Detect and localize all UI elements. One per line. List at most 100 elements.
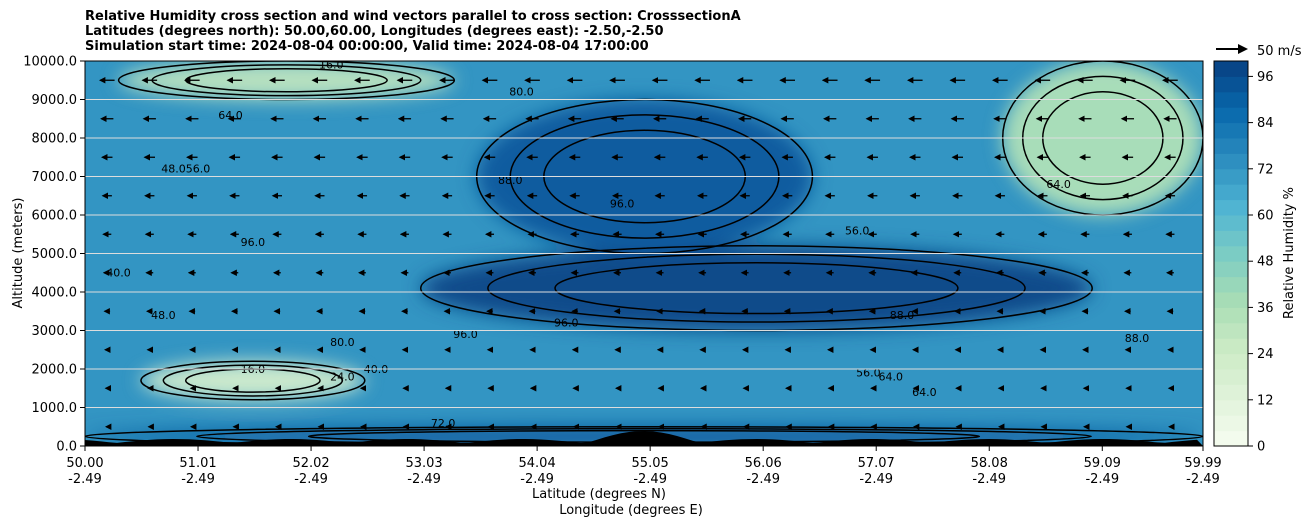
contour-line bbox=[554, 261, 959, 315]
x-tick-label-lon: -2.49 bbox=[181, 472, 215, 487]
plot-area: 16.064.080.048.056.088.096.096.040.048.0… bbox=[85, 51, 1203, 446]
contour-label: 56.0 bbox=[856, 367, 881, 380]
quiver-key-label: 50 m/s bbox=[1257, 44, 1302, 59]
y-tick-label: 5000.0 bbox=[32, 247, 78, 262]
contour-line bbox=[487, 253, 1026, 323]
y-tick-label: 10000.0 bbox=[23, 55, 77, 70]
y-tick-label: 9000.0 bbox=[32, 93, 78, 108]
colorbar-frame bbox=[1213, 60, 1249, 447]
x-tick-label-lon: -2.49 bbox=[1085, 472, 1119, 487]
colorbar-segment bbox=[1214, 430, 1248, 447]
contour-label: 56.0 bbox=[845, 224, 870, 237]
contour-line bbox=[140, 360, 366, 401]
chart-title-line-3: Simulation start time: 2024-08-04 00:00:… bbox=[85, 39, 649, 54]
colorbar-tick-label: 72 bbox=[1257, 162, 1274, 177]
colorbar-tick-label: 0 bbox=[1257, 440, 1265, 455]
contour-label: 88.0 bbox=[1125, 332, 1150, 345]
colorbar-segment bbox=[1214, 353, 1248, 370]
contour-label: 88.0 bbox=[498, 174, 523, 187]
y-tick-label: 8000.0 bbox=[32, 132, 78, 147]
x-tick-label-lon: -2.49 bbox=[68, 472, 102, 487]
humidity-region bbox=[140, 361, 365, 400]
colorbar: 0 12 24 36 48 60 72 84 96 Relative Humidity % bbox=[1213, 60, 1297, 455]
colorbar-label: Relative Humidity % bbox=[1282, 187, 1297, 319]
x-tick-label-lat: 56.06 bbox=[745, 456, 782, 471]
colorbar-segment bbox=[1214, 184, 1248, 201]
y-tick-label: 0.0 bbox=[56, 440, 77, 455]
colorbar-segment bbox=[1214, 153, 1248, 170]
contour-label: 48.0 bbox=[151, 309, 176, 322]
colorbar-segment bbox=[1214, 338, 1248, 355]
contour-label: 96.0 bbox=[554, 317, 579, 330]
contour-label: 96.0 bbox=[241, 236, 266, 249]
colorbar-segment bbox=[1214, 122, 1248, 139]
chart-title-line-1: Relative Humidity cross section and wind… bbox=[85, 9, 741, 24]
x-tick-label-lon: -2.49 bbox=[746, 472, 780, 487]
chart-title-line-2: Latitudes (degrees north): 50.00,60.00, … bbox=[85, 24, 664, 39]
y-tick-label: 1000.0 bbox=[32, 401, 78, 416]
colorbar-tick-label: 96 bbox=[1257, 70, 1274, 85]
wind-vectors bbox=[98, 77, 1178, 430]
colorbar-segment bbox=[1214, 276, 1248, 293]
colorbar-tick-label: 24 bbox=[1257, 347, 1274, 362]
colorbar-segment bbox=[1214, 245, 1248, 262]
terrain-silhouette bbox=[85, 431, 1203, 446]
contour-label: 64.0 bbox=[879, 371, 904, 384]
colorbar-segment bbox=[1214, 399, 1248, 416]
x-tick-label-lon: -2.49 bbox=[294, 472, 328, 487]
x-tick-label-lat: 52.02 bbox=[292, 456, 329, 471]
colorbar-segment bbox=[1214, 384, 1248, 401]
contour-label: 16.0 bbox=[319, 59, 344, 72]
contour-label: 96.0 bbox=[610, 197, 635, 210]
contour-label: 80.0 bbox=[509, 86, 534, 99]
x-tick-label-lon: -2.49 bbox=[1186, 472, 1220, 487]
x-tick-label-lat: 57.07 bbox=[858, 456, 895, 471]
colorbar-tick-label: 36 bbox=[1257, 301, 1274, 316]
x-axis: 50.00-2.4951.01-2.4952.02-2.4953.03-2.49… bbox=[66, 446, 1222, 487]
x-tick-label-lat: 59.09 bbox=[1084, 456, 1121, 471]
x-tick-label-lat: 54.04 bbox=[519, 456, 556, 471]
x-tick-label-lat: 51.01 bbox=[179, 456, 216, 471]
x-tick-label-lat: 53.03 bbox=[405, 456, 442, 471]
contour-label: 64.0 bbox=[699, 51, 724, 64]
x-tick-label-lat: 50.00 bbox=[66, 456, 103, 471]
colorbar-segment bbox=[1214, 138, 1248, 154]
x-tick-label-lat: 55.05 bbox=[632, 456, 669, 471]
colorbar-segment bbox=[1214, 107, 1248, 124]
colorbar-segment bbox=[1214, 168, 1248, 185]
contour-line bbox=[85, 426, 1203, 446]
horizontal-gridlines bbox=[85, 61, 1203, 446]
colorbar-segment bbox=[1214, 91, 1248, 108]
colorbar-segment bbox=[1214, 322, 1248, 339]
contour-label: 80.0 bbox=[330, 336, 355, 349]
colorbar-tick-label: 12 bbox=[1257, 393, 1274, 408]
y-tick-label: 7000.0 bbox=[32, 170, 78, 185]
contour-label: 88.0 bbox=[890, 309, 915, 322]
colorbar-segment bbox=[1214, 307, 1248, 324]
colorbar-segment bbox=[1214, 292, 1248, 308]
x-tick-label-lon: -2.49 bbox=[972, 472, 1006, 487]
y-axis-label: Altitude (meters) bbox=[11, 198, 26, 309]
y-tick-label: 6000.0 bbox=[32, 209, 78, 224]
contour-line bbox=[162, 364, 344, 397]
colorbar-segment bbox=[1214, 61, 1248, 77]
x-tick-label-lon: -2.49 bbox=[407, 472, 441, 487]
humidity-region bbox=[420, 245, 1093, 331]
y-tick-label: 3000.0 bbox=[32, 324, 78, 339]
colorbar-segment bbox=[1214, 199, 1248, 216]
x-tick-label-lat: 59.99 bbox=[1184, 456, 1221, 471]
colorbar-segment bbox=[1214, 369, 1248, 385]
x-tick-label-lat: 58.08 bbox=[971, 456, 1008, 471]
colorbar-segment bbox=[1214, 261, 1248, 278]
humidity-region bbox=[118, 61, 455, 100]
contour-label: 64.0 bbox=[1046, 178, 1071, 191]
contour-label: 24.0 bbox=[330, 371, 355, 384]
contour-label: 72.0 bbox=[431, 417, 456, 430]
colorbar-tick-label: 84 bbox=[1257, 116, 1274, 131]
contour-labels: 16.064.080.048.056.088.096.096.040.048.0… bbox=[106, 51, 1150, 430]
contour-label: 48.056.0 bbox=[161, 163, 210, 176]
x-tick-label-lon: -2.49 bbox=[633, 472, 667, 487]
contour-label: 40.0 bbox=[106, 267, 131, 280]
